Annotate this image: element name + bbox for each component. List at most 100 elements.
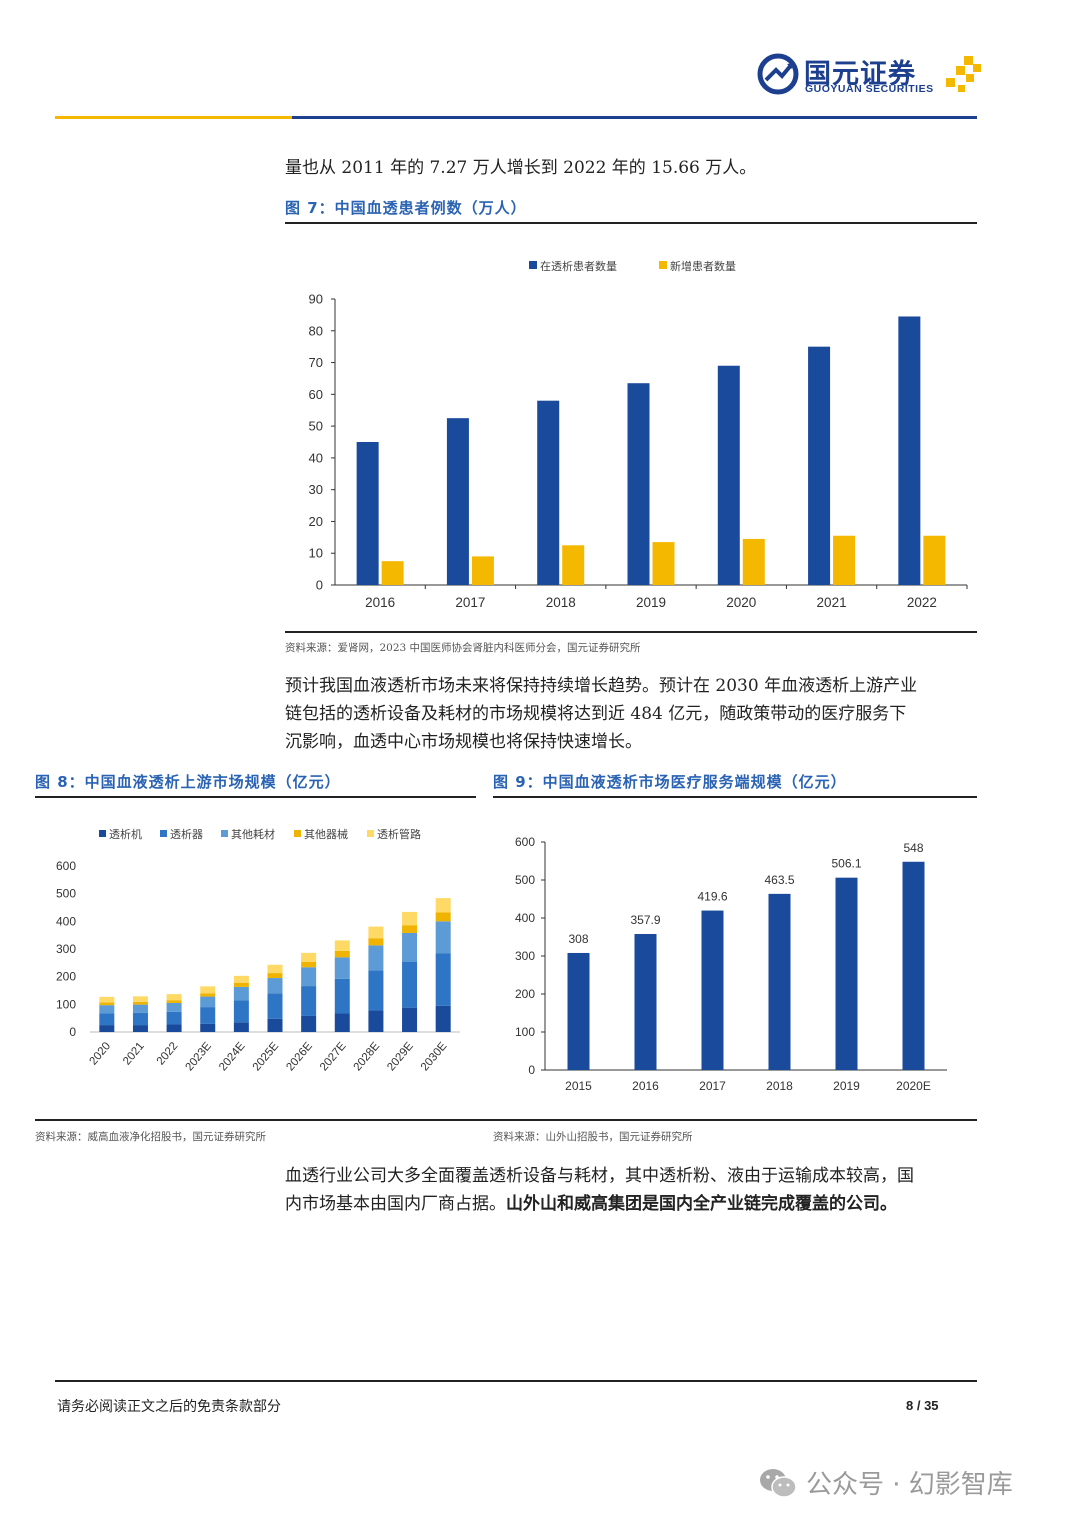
fig8-bar-segment [267,1018,283,1032]
fig8-bar-segment [233,1022,249,1032]
fig8-x-tick-label: 2024E [217,1040,248,1073]
fig8-source: 资料来源：威高血液净化招股书，国元证券研究所 [35,1131,266,1143]
fig8-x-tick-label: 2025E [251,1040,282,1073]
fig7-bar [652,542,675,585]
fig8-9-bottom-rule [35,1119,977,1121]
fig9-y-tick-label: 600 [515,835,535,849]
footer-rule [55,1380,977,1382]
fig8-bar-segment [402,1007,418,1032]
fig7-y-tick-label: 0 [316,578,323,593]
fig9-bar [567,952,590,1070]
fig9-bar [701,910,724,1070]
fig7-source: 资料来源：爱肾网，2023 中国医师协会肾脏内科医师分会，国元证券研究所 [285,642,641,654]
fig8-bar-segment [166,1024,182,1032]
fig7-legend-swatch [529,261,537,269]
fig7-bar [471,556,494,585]
fig8-x-tick-label: 2029E [385,1040,416,1073]
fig7-x-tick-label: 2019 [636,595,666,610]
fig8-bar-segment [402,962,418,1008]
fig9-data-label: 419.6 [697,890,727,904]
fig9-bar [634,933,657,1070]
fig7-bar [381,561,404,585]
fig8-bar-segment [200,993,216,997]
logo: 国元证券 GUOYUAN SECURITIES [756,52,981,100]
fig8-bar-segment [200,1023,216,1032]
fig8-bar-segment [99,1002,115,1006]
fig7-y-tick-label: 10 [309,546,323,561]
fig8-bar-segment [166,1000,182,1003]
fig8-bar-segment [200,996,216,1008]
fig8-bar-segment [200,986,216,994]
header-rule-yellow [55,116,292,119]
header-rule-blue [292,116,977,119]
fig8-bar-segment [368,1010,384,1032]
fig8-bar-segment [402,911,418,926]
fig9-x-tick-label: 2017 [699,1079,726,1093]
fig8-legend-label: 其他器械 [304,827,348,841]
fig9-x-tick-label: 2019 [833,1079,860,1093]
fig8-bar-segment [166,994,182,1001]
fig8-bar-segment [267,993,283,1019]
fig8-bar-segment [233,975,249,983]
fig7-top-rule [285,222,977,224]
fig8-bar-segment [132,1004,148,1013]
fig8-x-tick-label: 2026E [284,1040,315,1073]
fig8-bar-segment [132,996,148,1002]
fig7-legend-swatch [659,261,667,269]
fig8-bar-segment [368,938,384,946]
fig7-y-tick-label: 80 [309,323,323,338]
fig8-bar-segment [402,925,418,933]
fig8-bar-segment [99,1005,115,1014]
fig7-x-tick-label: 2021 [817,595,847,610]
intro-text: 量也从 2011 年的 7.27 万人增长到 2022 年的 15.66 万人。 [285,158,757,178]
fig8-bar-segment [233,986,249,1001]
fig9-x-tick-label: 2018 [766,1079,793,1093]
fig8-legend-swatch [367,830,374,837]
fig8-y-tick-label: 300 [56,942,76,956]
fig8-legend-swatch [294,830,301,837]
fig9-y-tick-label: 500 [515,873,535,887]
fig9-y-tick-label: 300 [515,949,535,963]
fig9-data-label: 506.1 [831,857,861,871]
fig8-bar-segment [166,1011,182,1025]
fig8-bar-segment [368,945,384,971]
fig7-x-tick-label: 2016 [365,595,395,610]
fig7-legend-label: 新增患者数量 [670,259,736,273]
fig8-bar-segment [132,1025,148,1032]
paragraph-3-line-1: 血透行业公司大多全面覆盖透析设备与耗材，其中透析粉、液由于运输成本较高，国 [285,1166,914,1186]
fig9-y-tick-label: 0 [528,1063,535,1077]
fig8-legend-swatch [99,830,106,837]
paragraph-3: 血透行业公司大多全面覆盖透析设备与耗材，其中透析粉、液由于运输成本较高，国 内市… [285,1162,980,1218]
fig8-bar-segment [132,1001,148,1005]
fig7-bottom-rule [285,631,977,633]
paragraph-3-bold: 山外山和威高集团是国内全产业链完成覆盖的公司。 [506,1194,897,1214]
page-number: 8 / 35 [906,1398,939,1413]
fig7-bar [717,365,740,585]
fig8-bar-segment [301,986,317,1016]
logo-en: GUOYUAN SECURITIES [805,83,934,95]
fig8-legend-label: 透析机 [109,827,142,841]
logo-cn: 国元证券 [804,59,916,90]
fig9-top-rule [493,796,977,798]
fig9-bar [768,893,791,1070]
fig9-bar [902,861,925,1070]
fig8-bar-segment [132,1012,148,1026]
fig9-chart: 0 100 200 300 400 500 600 308 2015 357.9 2016 419.6… [515,835,947,1093]
fig7-y-tick-label: 50 [309,419,323,434]
fig8-bar-segment [99,996,115,1003]
paragraph-2-line-2: 链包括的透析设备及耗材的市场规模将达到近 484 亿元，随政策带动的医疗服务下 [285,704,907,724]
fig9-data-label: 463.5 [764,873,794,887]
fig9-y-tick-label: 200 [515,987,535,1001]
fig8-bar-segment [435,953,451,1006]
fig8-x-tick-label: 2021 [121,1040,147,1067]
watermark-text: 公众号 · 幻影智库 [806,1470,1013,1500]
logo-emblem-icon [757,53,799,95]
fig8-title: 图 8：中国血液透析上游市场规模（亿元） [35,773,341,791]
fig9-x-tick-label: 2020E [896,1079,931,1093]
fig8-bar-segment [301,1015,317,1032]
fig7-bar [562,545,585,585]
fig9-x-tick-label: 2016 [632,1079,659,1093]
fig8-bar-segment [334,940,350,951]
fig9-bar [835,877,858,1070]
fig8-bar-segment [200,1007,216,1024]
